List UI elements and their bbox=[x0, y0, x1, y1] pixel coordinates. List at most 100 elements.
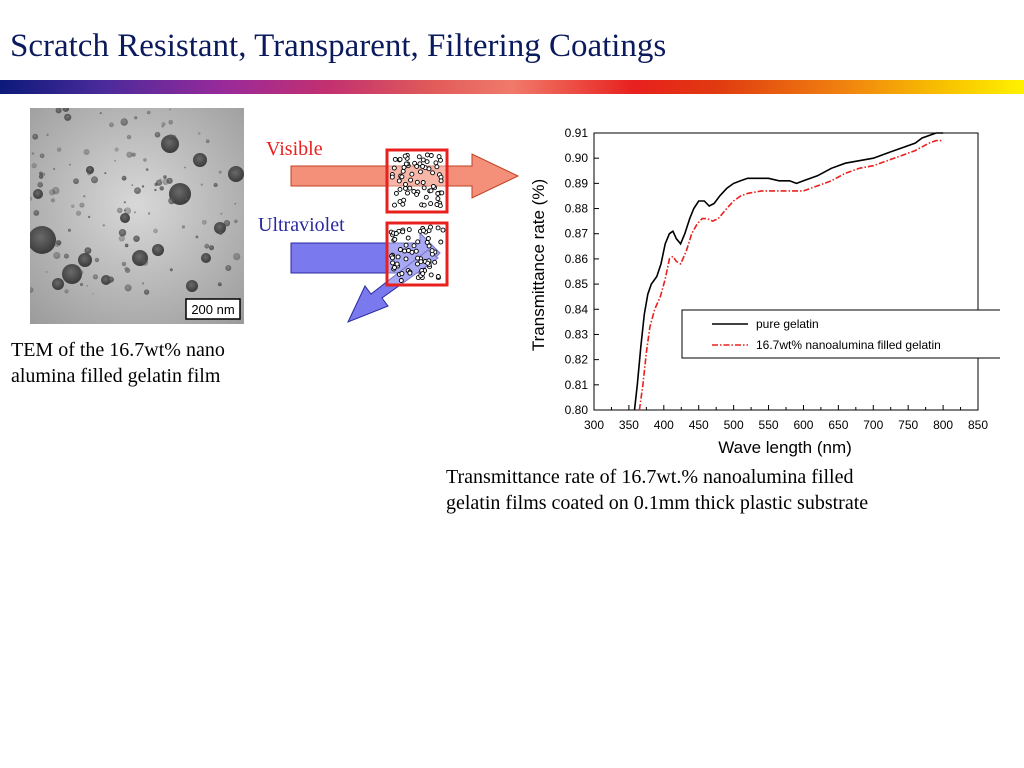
nanoparticle-dot bbox=[429, 248, 435, 254]
nanoparticle-dot bbox=[405, 235, 411, 241]
tem-particle bbox=[159, 178, 162, 181]
nanoparticle-dot bbox=[405, 190, 410, 196]
tem-particle bbox=[234, 219, 238, 224]
tem-particle bbox=[155, 179, 163, 186]
nanoparticle-dot bbox=[397, 186, 403, 192]
tem-particle bbox=[131, 184, 134, 186]
nanoparticle-dot bbox=[408, 177, 414, 183]
tem-particle bbox=[123, 209, 126, 212]
x-tick-label: 650 bbox=[828, 418, 848, 432]
nanoparticle-dot bbox=[397, 156, 403, 162]
tem-particle bbox=[83, 149, 90, 155]
nanoparticle-dot bbox=[420, 180, 426, 185]
tem-particle bbox=[153, 228, 158, 234]
x-tick-label: 800 bbox=[933, 418, 953, 432]
nanoparticle-dot bbox=[435, 225, 441, 231]
tem-particle bbox=[220, 212, 223, 215]
tem-particle bbox=[163, 175, 167, 179]
tem-caption: TEM of the 16.7wt% nano alumina filled g… bbox=[11, 337, 225, 389]
tem-particle bbox=[114, 160, 116, 162]
tem-particle bbox=[121, 261, 127, 267]
nanoparticle-dot bbox=[413, 248, 419, 254]
nanoparticle-dot bbox=[435, 196, 441, 202]
tem-particle bbox=[92, 274, 98, 280]
tem-particle bbox=[118, 229, 127, 237]
nanoparticle-dot bbox=[420, 157, 426, 163]
nanoparticle-dot bbox=[399, 174, 405, 180]
nanoparticle-dot bbox=[393, 190, 399, 196]
tem-particle bbox=[146, 110, 151, 115]
tem-particle bbox=[126, 151, 133, 158]
nanoparticle-dot bbox=[423, 194, 429, 200]
tem-particle bbox=[33, 210, 40, 216]
nanoparticle-dot bbox=[434, 164, 440, 170]
x-tick-label: 450 bbox=[689, 418, 709, 432]
nanoparticle-dot bbox=[392, 202, 397, 208]
nanoparticle-dot bbox=[418, 259, 424, 265]
tem-particle bbox=[69, 163, 71, 166]
nanoparticle-dot bbox=[416, 154, 422, 160]
y-tick-label: 0.88 bbox=[565, 202, 589, 216]
tem-particle bbox=[45, 270, 48, 273]
nanoparticle-dot bbox=[432, 259, 438, 265]
x-tick-label: 850 bbox=[968, 418, 988, 432]
nanoparticle-dot bbox=[436, 154, 442, 160]
tem-particle bbox=[184, 166, 187, 169]
x-tick-label: 500 bbox=[724, 418, 744, 432]
tem-particle bbox=[62, 108, 70, 112]
transmittance-chart: 300 350 400 450 500 550 600 650 700 750 800 850 0.80… bbox=[529, 126, 1000, 457]
nanoparticle-dot bbox=[402, 248, 408, 254]
x-tick-label: 550 bbox=[759, 418, 779, 432]
tem-particle bbox=[201, 253, 211, 263]
nanoparticle-dot bbox=[428, 201, 434, 207]
nanoparticle-dot bbox=[440, 227, 446, 233]
y-tick-label: 0.81 bbox=[565, 378, 589, 392]
tem-particle bbox=[232, 166, 237, 171]
nanoparticle-dot bbox=[403, 256, 409, 262]
uv-incoming-arrow bbox=[290, 231, 441, 274]
nanoparticle-dot bbox=[401, 164, 407, 170]
tem-particle bbox=[116, 207, 123, 214]
chart-ylabel: Transmittance rate (%) bbox=[529, 179, 548, 351]
tem-particle bbox=[217, 282, 222, 287]
nanoparticle-dot bbox=[392, 265, 397, 270]
tem-particle bbox=[152, 244, 164, 256]
y-tick-label: 0.91 bbox=[565, 126, 589, 140]
nanoparticle-dot bbox=[424, 159, 430, 165]
tem-particle bbox=[143, 289, 150, 295]
nanoparticle-dot bbox=[434, 202, 440, 207]
nanoparticle-dot bbox=[424, 239, 430, 245]
tem-particle bbox=[200, 183, 203, 186]
title-gradient-bar bbox=[0, 80, 1024, 94]
tem-particle bbox=[121, 175, 127, 181]
tem-particle bbox=[39, 153, 45, 159]
x-tick-label: 700 bbox=[863, 418, 883, 432]
tem-particle bbox=[32, 133, 39, 140]
nanoparticle-dot bbox=[389, 174, 395, 180]
tem-particle bbox=[91, 176, 98, 184]
tem-particle bbox=[50, 198, 55, 203]
tem-particle bbox=[154, 188, 157, 192]
nanoparticle-dot bbox=[400, 168, 406, 174]
tem-particle bbox=[145, 168, 149, 171]
tem-particle bbox=[201, 219, 207, 225]
tem-particle bbox=[80, 283, 83, 286]
tem-particle bbox=[104, 172, 107, 175]
x-tick-label: 600 bbox=[793, 418, 813, 432]
tem-particle bbox=[31, 152, 35, 155]
nanoparticle-dot bbox=[392, 236, 398, 242]
tem-particle bbox=[56, 240, 62, 246]
nanoparticle-dot bbox=[403, 181, 408, 187]
tem-particle bbox=[169, 108, 171, 111]
tem-particle bbox=[195, 235, 199, 239]
tem-particle bbox=[141, 259, 149, 266]
tem-particle bbox=[64, 289, 69, 294]
tem-particle bbox=[131, 152, 136, 157]
nanoparticle-dot bbox=[435, 191, 441, 196]
scale-bar-label: 200 nm bbox=[191, 302, 234, 317]
nanoparticle-dot bbox=[400, 229, 406, 235]
tem-micrograph: 200 nm bbox=[30, 108, 244, 324]
legend-entry: pure gelatin bbox=[756, 317, 819, 331]
tem-particle bbox=[168, 197, 176, 205]
tem-particle bbox=[49, 189, 56, 196]
